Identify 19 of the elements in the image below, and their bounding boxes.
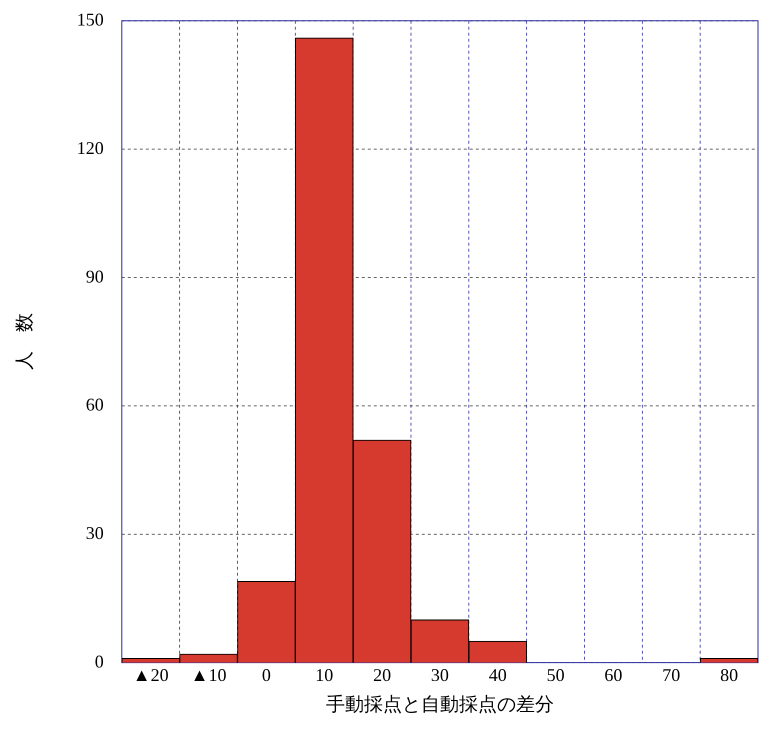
x-tick-label: 70 [662, 665, 680, 686]
x-tick-label: 10 [315, 665, 334, 686]
x-tick-label: 0 [262, 665, 271, 686]
y-tick-label: 0 [94, 651, 104, 672]
y-tick-label: 90 [86, 266, 104, 286]
y-tick-label: 30 [86, 522, 104, 543]
x-tick-label: 30 [430, 665, 449, 686]
x-tick-label: 50 [546, 665, 565, 686]
x-tick-label: 60 [604, 665, 622, 686]
x-tick-label: ▲20 [132, 665, 169, 686]
x-tick-label: 20 [373, 665, 392, 686]
y-tick-label: 120 [76, 138, 104, 158]
x-tick-label: 40 [488, 665, 507, 686]
x-axis-title: 手動採点と自動採点の差分 [326, 694, 554, 716]
x-tick-label: ▲10 [190, 665, 226, 686]
y-tick-label: 150 [76, 10, 104, 30]
x-tick-label: 80 [720, 665, 738, 686]
y-axis-title: 人 数 [14, 313, 36, 370]
y-tick-label: 60 [86, 394, 104, 415]
